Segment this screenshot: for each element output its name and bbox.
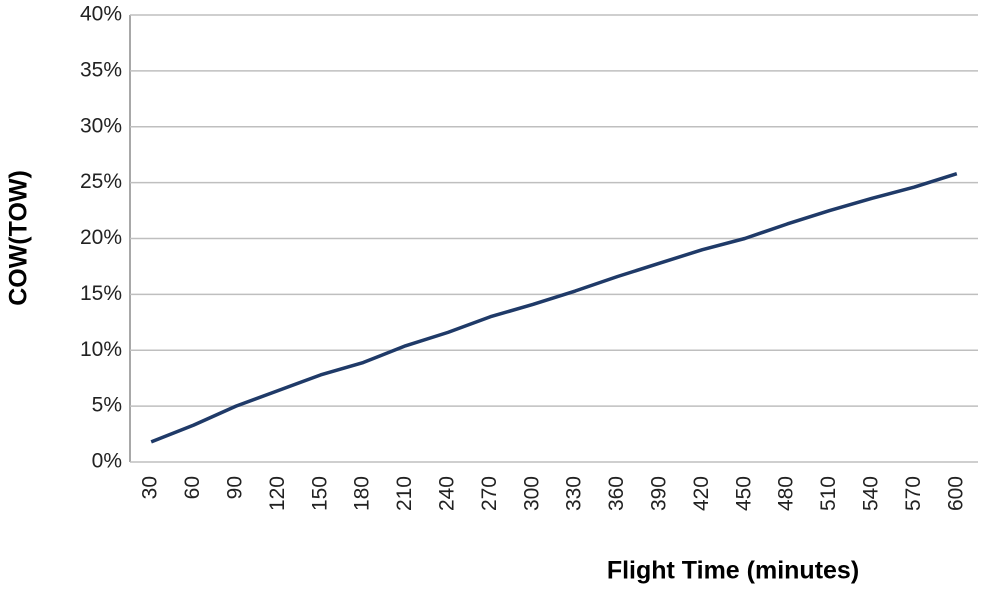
x-tick-label: 330 <box>563 476 586 511</box>
x-tick-label: 240 <box>436 476 459 511</box>
x-tick-label: 90 <box>224 476 247 499</box>
x-tick-label: 210 <box>393 476 416 511</box>
x-tick-label: 450 <box>732 476 755 511</box>
y-tick-label: 40% <box>80 3 122 26</box>
y-tick-label: 35% <box>80 58 122 81</box>
x-axis-title: Flight Time (minutes) <box>607 557 859 585</box>
x-tick-label: 270 <box>478 476 501 511</box>
x-tick-label: 480 <box>775 476 798 511</box>
x-tick-label: 120 <box>266 476 289 511</box>
x-tick-label: 600 <box>944 476 967 511</box>
y-tick-label: 15% <box>80 282 122 305</box>
x-tick-label: 30 <box>139 476 162 499</box>
y-tick-label: 5% <box>92 394 122 417</box>
x-tick-label: 60 <box>181 476 204 499</box>
x-tick-label: 420 <box>690 476 713 511</box>
y-tick-label: 10% <box>80 338 122 361</box>
x-tick-label: 300 <box>520 476 543 511</box>
x-tick-label: 180 <box>351 476 374 511</box>
x-tick-label: 570 <box>902 476 925 511</box>
y-tick-label: 0% <box>92 450 122 473</box>
y-tick-label: 25% <box>80 170 122 193</box>
data-line <box>150 172 958 444</box>
x-tick-label: 510 <box>817 476 840 511</box>
y-axis-title: COW(TOW) <box>5 170 33 306</box>
y-tick-label: 20% <box>80 226 122 249</box>
x-tick-label: 540 <box>860 476 883 511</box>
x-tick-label: 360 <box>605 476 628 511</box>
x-tick-label: 390 <box>648 476 671 511</box>
x-tick-label: 150 <box>308 476 331 511</box>
y-tick-label: 30% <box>80 114 122 137</box>
